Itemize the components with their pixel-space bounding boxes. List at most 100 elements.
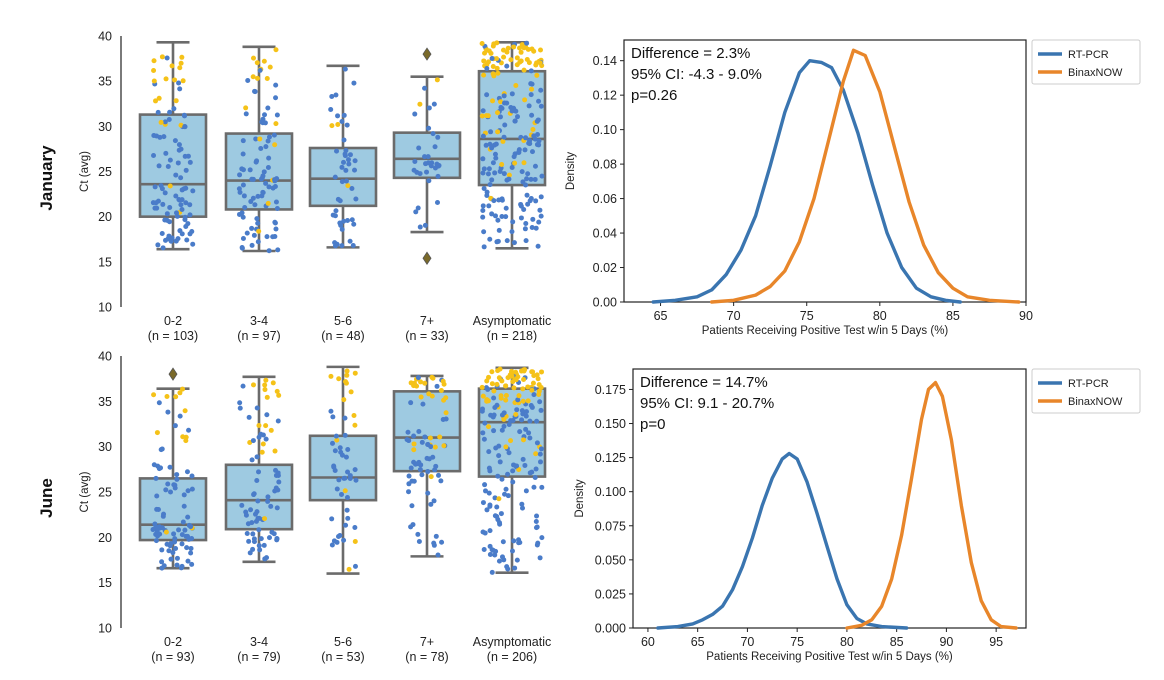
annotation-line: p=0.26 xyxy=(631,87,677,104)
swarm-points xyxy=(150,386,195,571)
data-point xyxy=(514,407,520,413)
y-tick-label: 0.00 xyxy=(593,296,617,310)
data-point xyxy=(236,211,242,217)
data-point xyxy=(485,171,491,177)
data-point xyxy=(339,243,345,249)
data-point xyxy=(342,66,348,72)
data-point xyxy=(418,379,424,385)
data-point xyxy=(430,131,436,137)
data-point xyxy=(483,488,489,494)
data-point xyxy=(166,548,172,554)
data-point xyxy=(411,478,417,484)
data-point xyxy=(259,175,265,181)
data-point xyxy=(173,172,179,178)
data-point xyxy=(163,150,169,156)
data-point xyxy=(184,237,190,243)
data-point xyxy=(496,227,502,233)
data-point xyxy=(413,209,419,215)
data-point xyxy=(185,488,191,494)
data-point xyxy=(253,159,259,165)
data-point xyxy=(255,193,261,199)
data-point xyxy=(534,72,540,78)
data-point xyxy=(171,106,177,112)
data-point xyxy=(440,417,446,423)
data-point xyxy=(533,62,539,68)
data-point xyxy=(493,445,499,451)
data-point xyxy=(243,111,249,117)
data-point xyxy=(537,207,543,213)
data-point xyxy=(487,236,493,242)
data-point xyxy=(189,561,195,567)
data-point xyxy=(257,136,263,142)
data-point xyxy=(500,539,506,545)
data-point xyxy=(344,372,350,378)
data-point xyxy=(255,75,261,81)
data-point xyxy=(518,215,524,221)
data-point xyxy=(534,418,540,424)
data-point xyxy=(264,394,270,400)
data-point xyxy=(408,380,414,386)
data-point xyxy=(345,469,351,475)
data-point xyxy=(237,405,243,411)
data-point xyxy=(482,420,488,426)
data-point xyxy=(153,133,159,139)
data-point xyxy=(261,542,267,548)
data-point xyxy=(435,134,441,140)
data-point xyxy=(524,56,530,62)
data-point xyxy=(240,235,246,241)
data-point xyxy=(509,91,515,97)
data-point xyxy=(534,524,540,530)
data-point xyxy=(328,373,334,379)
y-tick-label: 10 xyxy=(98,301,112,315)
data-point xyxy=(275,470,281,476)
data-point xyxy=(503,205,509,211)
y-tick-label: 0.04 xyxy=(593,227,617,241)
data-point xyxy=(250,74,256,80)
data-point xyxy=(272,219,278,225)
data-point xyxy=(422,85,428,91)
data-point xyxy=(164,394,170,400)
data-point xyxy=(345,218,351,224)
data-point xyxy=(346,566,352,572)
data-point xyxy=(152,184,158,190)
data-point xyxy=(489,547,495,553)
data-point xyxy=(180,78,186,84)
data-point xyxy=(352,422,358,428)
y-tick-label: 0.025 xyxy=(595,587,626,601)
data-point xyxy=(503,444,509,450)
data-point xyxy=(177,86,183,92)
data-point xyxy=(345,446,351,452)
data-point xyxy=(415,375,421,381)
data-point xyxy=(272,178,278,184)
data-point xyxy=(501,93,507,99)
data-point xyxy=(239,166,245,172)
data-point xyxy=(500,138,506,144)
x-tick-label: 90 xyxy=(939,635,953,649)
data-point xyxy=(499,476,505,482)
data-point xyxy=(176,80,182,86)
data-point xyxy=(533,519,539,525)
y-tick-label: 30 xyxy=(98,120,112,134)
data-point xyxy=(154,430,160,436)
data-point xyxy=(252,511,258,517)
data-point xyxy=(523,413,529,419)
data-point xyxy=(495,217,501,223)
data-point xyxy=(178,175,184,181)
data-point xyxy=(511,385,517,391)
data-point xyxy=(521,377,527,383)
data-point xyxy=(494,65,500,71)
data-point xyxy=(260,189,266,195)
data-point xyxy=(480,156,486,162)
data-point xyxy=(181,186,187,192)
data-point xyxy=(174,562,180,568)
y-tick-label: 0.000 xyxy=(595,622,626,636)
data-point xyxy=(165,481,171,487)
data-point xyxy=(483,385,489,391)
data-point xyxy=(509,373,515,379)
data-point xyxy=(265,200,271,206)
data-point xyxy=(273,199,279,205)
data-point xyxy=(251,539,257,545)
y-tick-label: 0.100 xyxy=(595,485,626,499)
data-point xyxy=(487,141,493,147)
